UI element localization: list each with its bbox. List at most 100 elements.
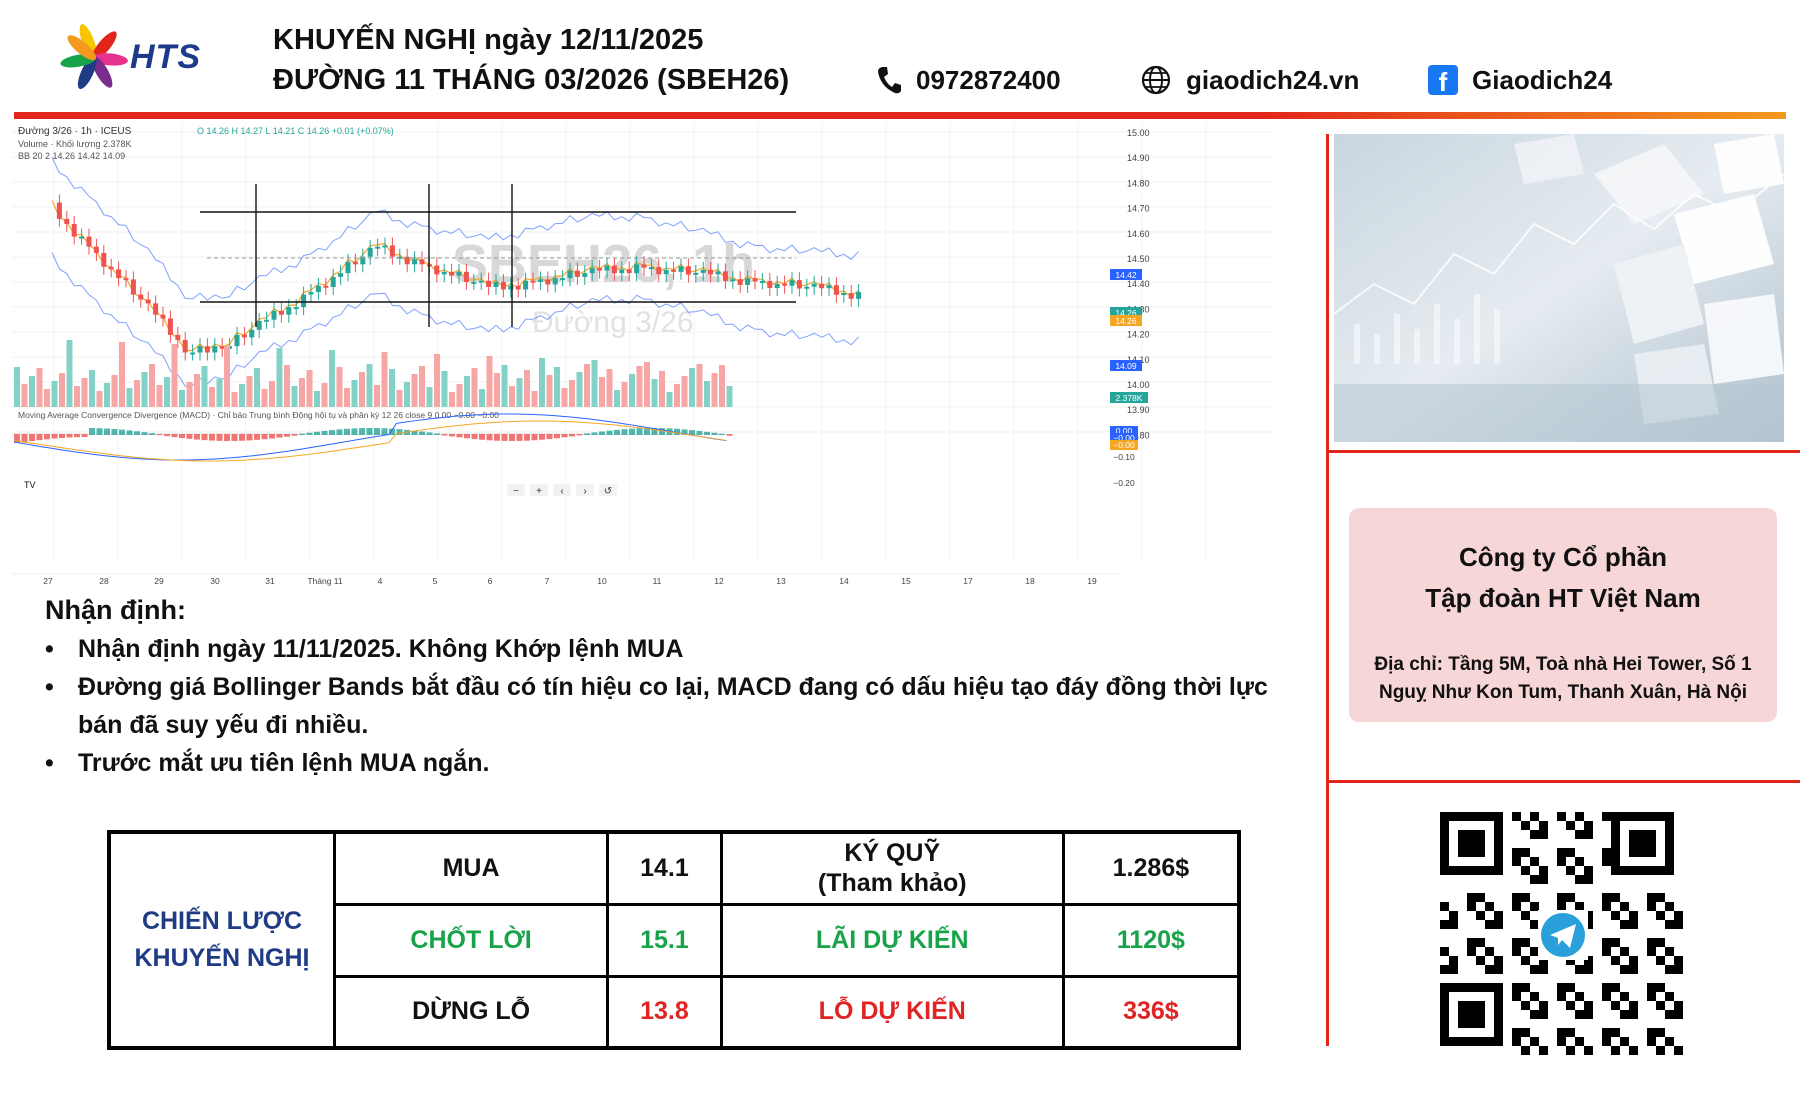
qr-module	[1539, 1001, 1548, 1010]
qr-module	[1566, 893, 1575, 902]
volume-bar	[239, 384, 245, 407]
qr-module	[1440, 902, 1449, 911]
candle-body	[759, 280, 765, 283]
bollinger-lower	[51, 252, 859, 387]
candle-body	[204, 346, 210, 353]
qr-module	[1602, 893, 1611, 902]
macd-histogram-bar	[464, 434, 470, 439]
qr-module	[1584, 830, 1593, 839]
qr-module	[1566, 1001, 1575, 1010]
candle-body	[130, 279, 136, 295]
price-badge-text: 14.26	[1115, 316, 1137, 326]
volume-bar	[21, 384, 28, 407]
phone-contact[interactable]: 0972872400	[876, 60, 1061, 100]
qr-module	[1512, 947, 1521, 956]
qr-module	[1611, 983, 1620, 992]
candle-body	[197, 346, 203, 353]
volume-bar	[509, 386, 515, 407]
macd-histogram-bar	[291, 434, 298, 436]
volume-bar	[314, 391, 320, 407]
qr-module	[1512, 1037, 1521, 1046]
macd-histogram-bar	[81, 434, 88, 438]
macd-badge	[1110, 433, 1138, 443]
qr-module	[1665, 920, 1674, 929]
volume-bar	[186, 382, 193, 407]
macd-histogram-bar	[179, 434, 185, 439]
qr-module	[1575, 965, 1584, 974]
website-link[interactable]: giaodich24.vn	[1140, 60, 1359, 100]
macd-histogram-bar	[186, 434, 193, 439]
volume-bar	[44, 389, 50, 407]
globe-icon	[1141, 65, 1171, 95]
volume-bar	[629, 374, 635, 407]
macd-histogram-bar	[636, 428, 643, 435]
qr-module	[1620, 920, 1629, 929]
qr-module	[1449, 965, 1458, 974]
candle-body	[167, 318, 173, 335]
qr-module	[1485, 965, 1494, 974]
qr-module	[1530, 992, 1539, 1001]
qr-code[interactable]	[1440, 812, 1686, 1058]
qr-module	[1611, 938, 1620, 947]
qr-module	[1485, 947, 1494, 956]
strategy-label-cell: CHIẾN LƯỢC KHUYẾN NGHỊ	[107, 830, 336, 1050]
macd-histogram-bar	[299, 433, 305, 435]
margin-label-note: (Tham khảo)	[817, 869, 967, 898]
phone-icon	[878, 67, 901, 94]
candle-body	[611, 265, 617, 274]
macd-histogram-bar	[486, 434, 493, 441]
qr-module	[1602, 1037, 1611, 1046]
qr-module	[1620, 965, 1629, 974]
volume-bar	[404, 382, 410, 407]
qr-module	[1566, 956, 1575, 965]
candle-body	[560, 278, 566, 281]
macd-histogram-bar	[224, 434, 230, 441]
qr-module	[1575, 902, 1584, 911]
qr-module	[1530, 1010, 1539, 1019]
macd-histogram-bar	[644, 428, 650, 435]
chart-control-button	[599, 484, 617, 496]
candle-body	[523, 280, 529, 290]
candle-body	[219, 346, 225, 349]
qr-module	[1530, 875, 1539, 884]
qr-module	[1674, 911, 1683, 920]
candle-body	[656, 267, 662, 275]
macd-histogram-bar	[681, 429, 688, 435]
qr-module	[1611, 893, 1620, 902]
price-axis-label: 14.80	[1127, 178, 1150, 188]
macd-histogram-bar	[606, 430, 613, 435]
volume-bar	[464, 376, 470, 407]
macd-histogram-bar	[36, 434, 43, 441]
macd-histogram-bar	[546, 434, 553, 440]
candle-body	[708, 269, 714, 275]
macd-histogram-bar	[284, 434, 290, 437]
macd-histogram-bar	[269, 434, 275, 439]
x-axis-label: 13	[776, 576, 786, 586]
hts-logo	[60, 22, 210, 92]
buy-label: MUA	[332, 830, 610, 906]
candle-body	[352, 261, 358, 265]
volume-bar	[456, 384, 463, 407]
qr-module	[1512, 848, 1521, 857]
candle-body	[715, 271, 721, 275]
x-axis-label: 27	[43, 576, 53, 586]
facebook-link[interactable]: f Giaodich24	[1428, 60, 1612, 100]
qr-module	[1602, 983, 1611, 992]
price-axis-label: 14.90	[1127, 153, 1150, 163]
volume-bar	[201, 366, 208, 407]
macd-histogram-bar	[539, 434, 545, 440]
volume-bar	[194, 374, 200, 407]
volume-bar	[659, 371, 665, 407]
candle-body	[456, 271, 462, 276]
candle-body	[641, 264, 647, 268]
candle-body	[389, 245, 395, 257]
chart-control-icon: +	[536, 486, 542, 497]
volume-badge-text: 2.378K	[1116, 393, 1143, 403]
qr-module	[1557, 848, 1566, 857]
volume-bar	[374, 385, 380, 407]
volume-bar	[704, 381, 710, 407]
qr-module	[1539, 1046, 1548, 1055]
candle-body	[463, 271, 469, 282]
macd-histogram-bar	[321, 430, 328, 435]
qr-module	[1584, 965, 1593, 974]
